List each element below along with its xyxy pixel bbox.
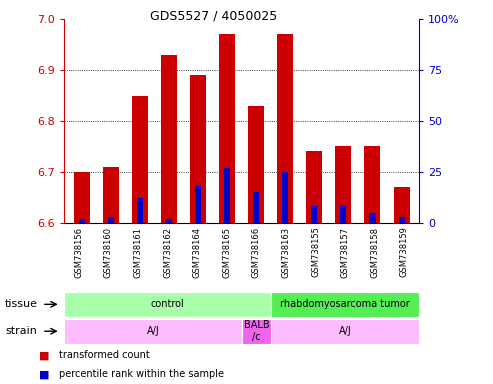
Bar bbox=[64, 292, 271, 317]
Text: GSM738160: GSM738160 bbox=[104, 227, 113, 278]
Bar bbox=[277, 35, 293, 223]
Bar bbox=[364, 146, 381, 223]
Bar bbox=[137, 198, 143, 223]
Bar bbox=[271, 292, 419, 317]
Text: A/J: A/J bbox=[146, 326, 159, 336]
Text: GSM738165: GSM738165 bbox=[222, 227, 231, 278]
Bar bbox=[253, 192, 259, 223]
Bar bbox=[340, 207, 347, 223]
Text: tissue: tissue bbox=[5, 299, 38, 310]
Bar bbox=[393, 187, 410, 223]
Bar bbox=[369, 213, 376, 223]
Bar bbox=[242, 319, 271, 344]
Text: BALB
/c: BALB /c bbox=[244, 320, 269, 342]
Text: transformed count: transformed count bbox=[59, 350, 150, 360]
Text: percentile rank within the sample: percentile rank within the sample bbox=[59, 369, 224, 379]
Bar bbox=[103, 167, 119, 223]
Bar bbox=[311, 207, 317, 223]
Bar bbox=[282, 172, 288, 223]
Text: GSM738156: GSM738156 bbox=[74, 227, 83, 278]
Text: GSM738155: GSM738155 bbox=[311, 227, 320, 277]
Bar bbox=[73, 172, 90, 223]
Text: GSM738163: GSM738163 bbox=[282, 227, 290, 278]
Bar bbox=[306, 152, 322, 223]
Text: ■: ■ bbox=[39, 350, 50, 360]
Bar bbox=[161, 55, 177, 223]
Text: GSM738162: GSM738162 bbox=[163, 227, 172, 278]
Bar bbox=[219, 35, 235, 223]
Text: strain: strain bbox=[5, 326, 37, 336]
Bar bbox=[335, 146, 352, 223]
Text: GDS5527 / 4050025: GDS5527 / 4050025 bbox=[149, 10, 277, 23]
Bar bbox=[64, 319, 242, 344]
Text: control: control bbox=[151, 299, 184, 310]
Bar bbox=[271, 319, 419, 344]
Bar bbox=[195, 186, 201, 223]
Bar bbox=[224, 168, 230, 223]
Bar bbox=[398, 217, 405, 223]
Bar bbox=[248, 106, 264, 223]
Bar bbox=[190, 75, 206, 223]
Text: ■: ■ bbox=[39, 369, 50, 379]
Bar bbox=[166, 218, 172, 223]
Text: GSM738164: GSM738164 bbox=[193, 227, 202, 278]
Text: GSM738157: GSM738157 bbox=[341, 227, 350, 278]
Text: rhabdomyosarcoma tumor: rhabdomyosarcoma tumor bbox=[280, 299, 410, 310]
Text: GSM738166: GSM738166 bbox=[252, 227, 261, 278]
Text: A/J: A/J bbox=[339, 326, 352, 336]
Bar bbox=[107, 217, 114, 223]
Text: GSM738159: GSM738159 bbox=[400, 227, 409, 277]
Text: GSM738161: GSM738161 bbox=[134, 227, 142, 278]
Bar bbox=[78, 218, 85, 223]
Bar bbox=[132, 96, 148, 223]
Text: GSM738158: GSM738158 bbox=[370, 227, 379, 278]
